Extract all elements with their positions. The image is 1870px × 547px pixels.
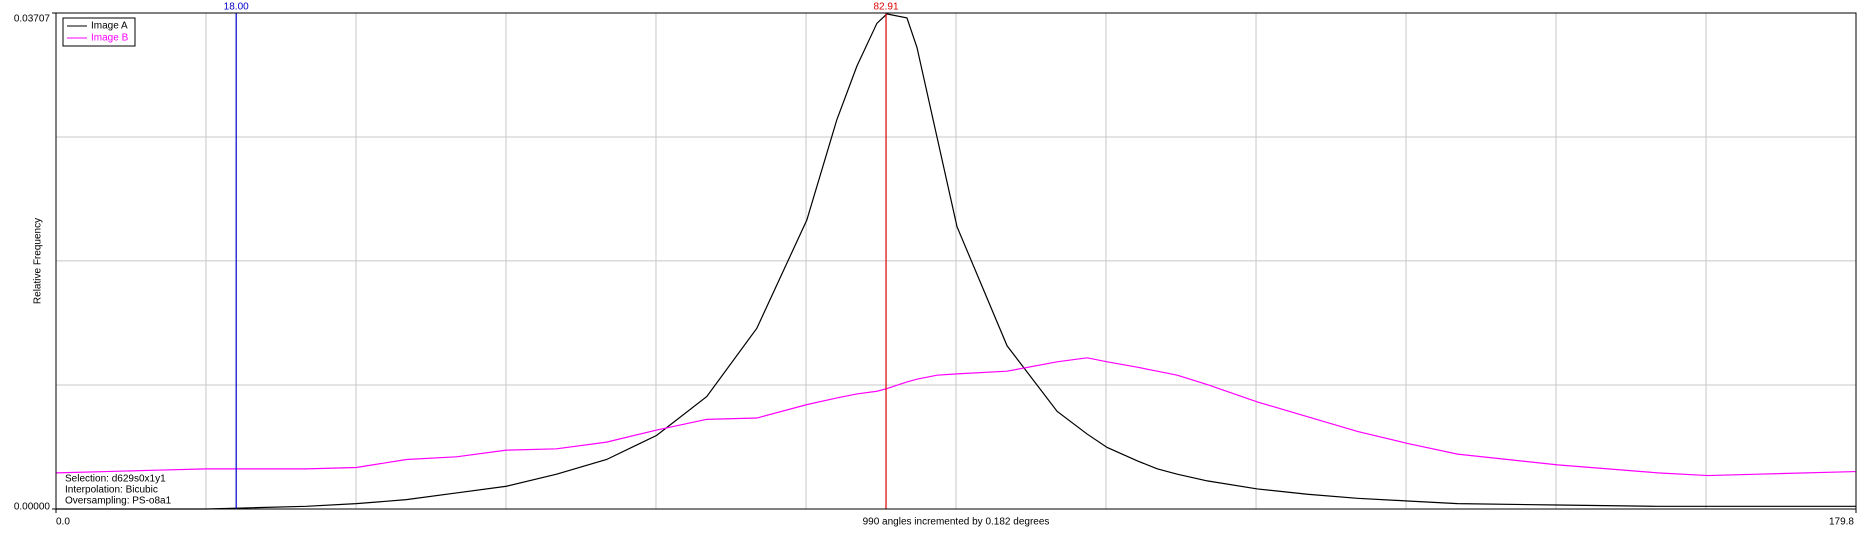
series-line [56, 13, 1856, 510]
series-line [55, 357, 1857, 477]
x-tick-label: 179.8 [1829, 517, 1854, 528]
legend-label: Image A [91, 21, 128, 32]
y-axis-label: Relative Frequency [33, 218, 44, 304]
x-axis-label: 990 angles incremented by 0.182 degrees [863, 517, 1050, 528]
plot-frame [55, 12, 1857, 510]
info-text: Interpolation: Bicubic [65, 485, 158, 496]
info-text: Selection: d629s0x1y1 [65, 474, 166, 485]
cursor-label: 18.00 [224, 2, 249, 13]
legend-box [62, 17, 136, 47]
y-tick-label: 0.03707 [14, 14, 51, 25]
y-tick-label: 0.00000 [14, 502, 51, 513]
legend-label: Image B [91, 33, 129, 44]
info-text: Oversampling: PS-o8a1 [65, 496, 172, 507]
cursor-label: 82.91 [874, 2, 899, 13]
x-tick-label: 0.0 [56, 517, 70, 528]
